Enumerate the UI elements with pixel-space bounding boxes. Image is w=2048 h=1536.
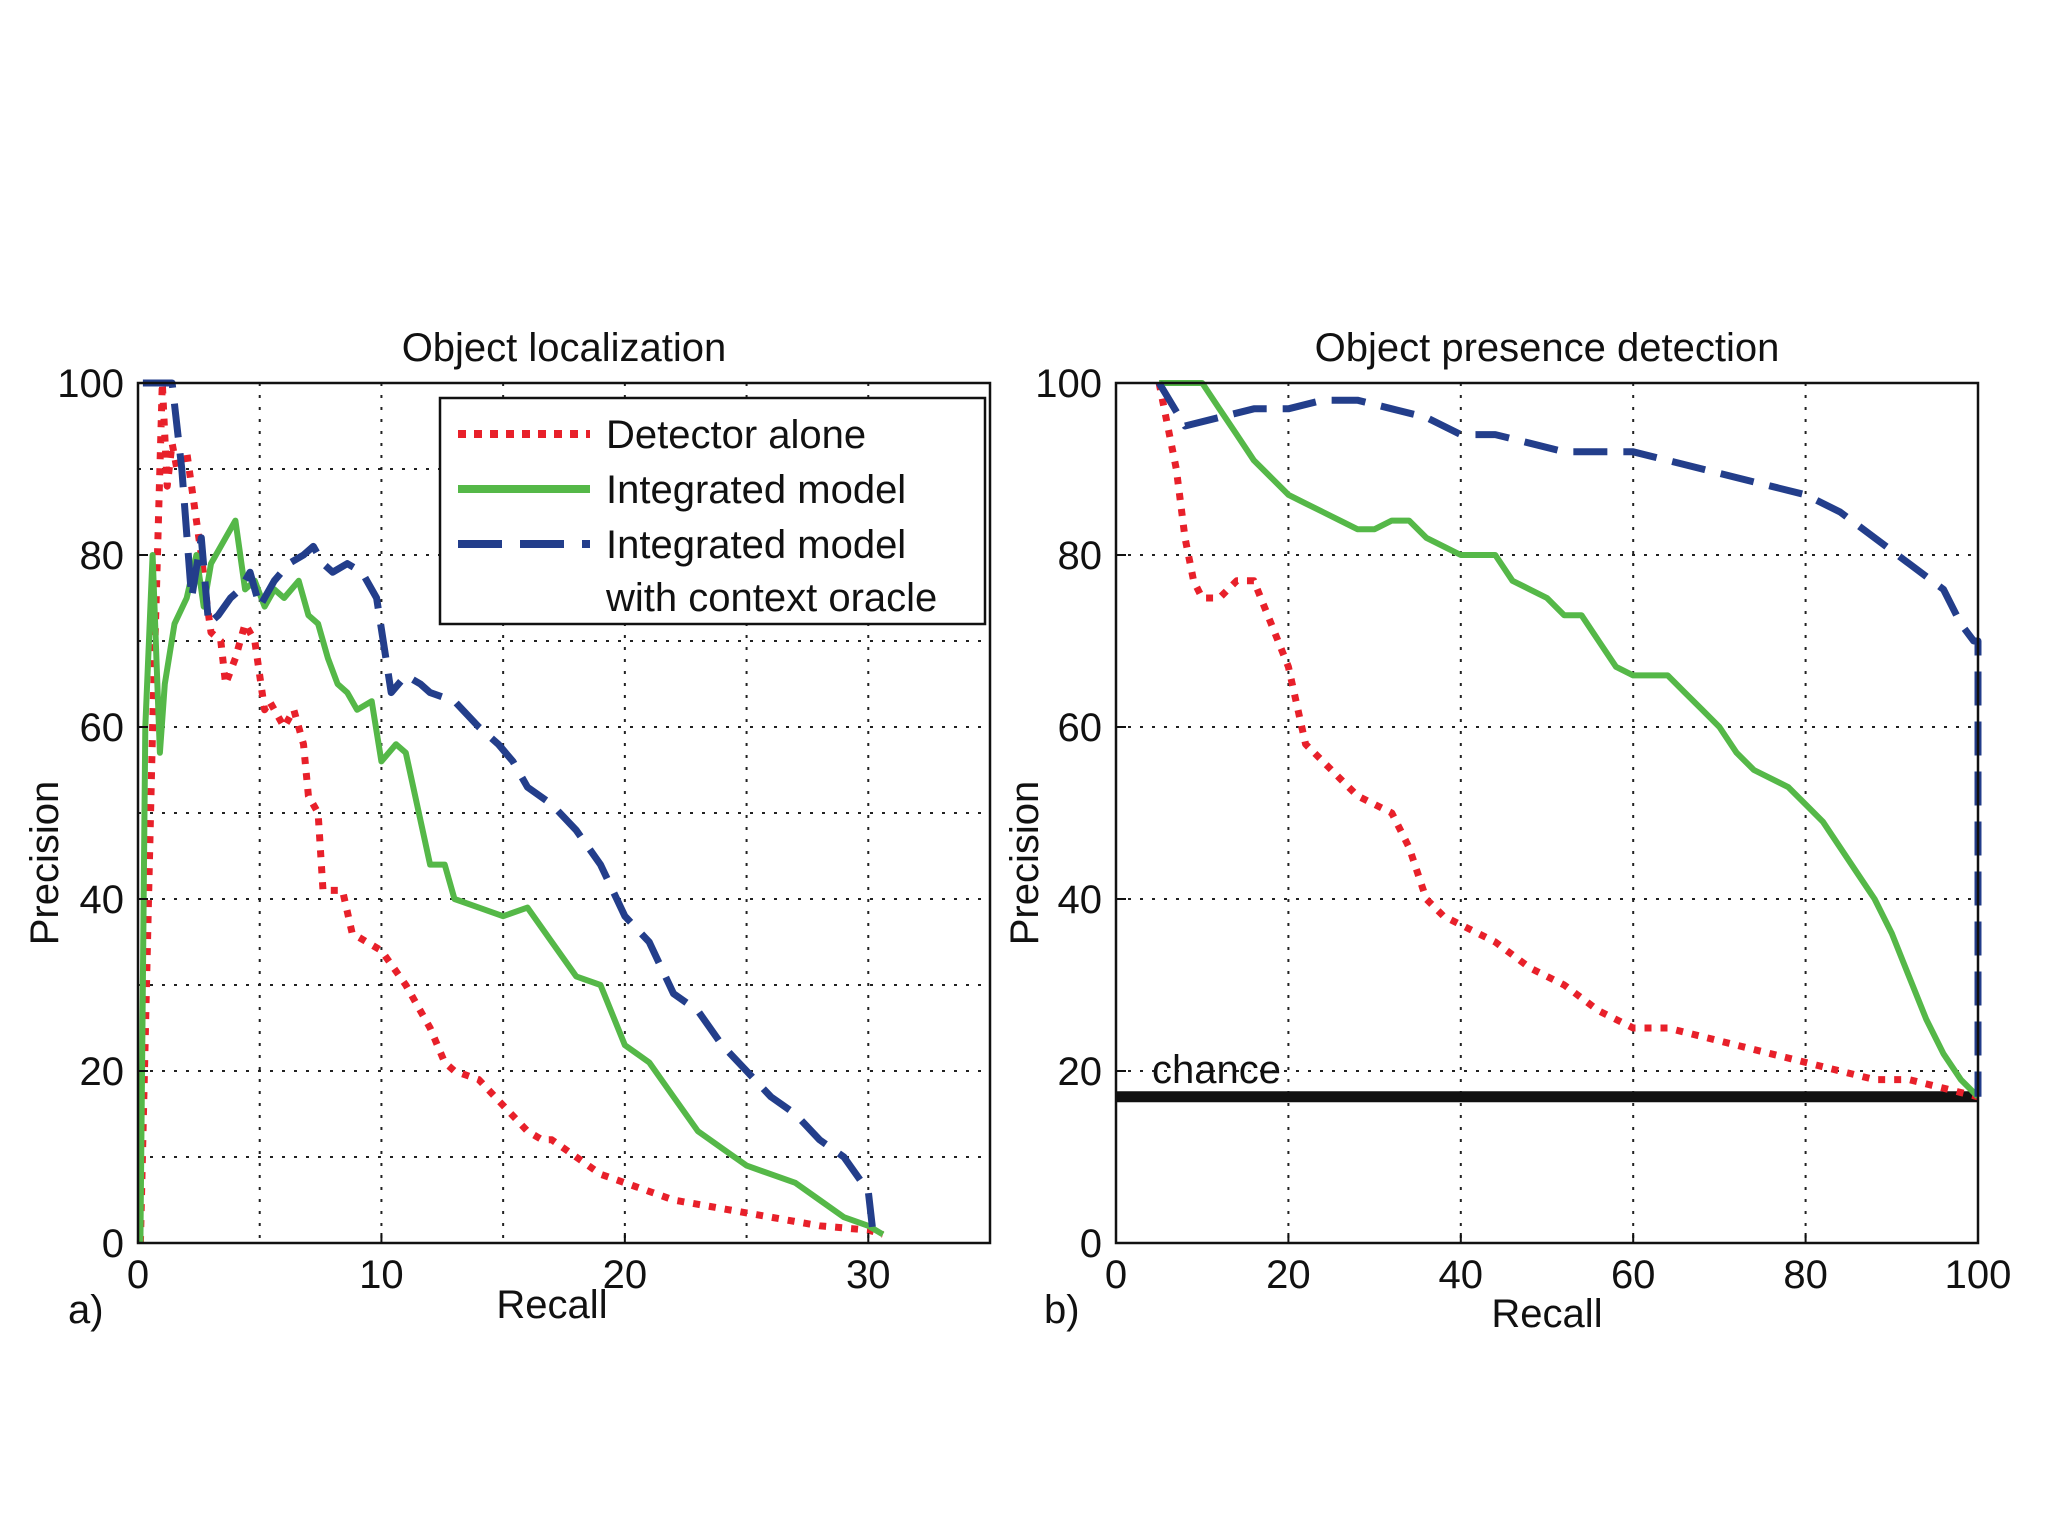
y-tick-label: 60 [1058,706,1103,750]
x-tick-label: 20 [1266,1253,1311,1297]
legend-label-context-oracle-line1: Integrated model [606,523,906,567]
x-tick-label: 40 [1439,1253,1484,1297]
x-tick-label: 80 [1783,1253,1828,1297]
y-tick-label: 100 [57,362,124,406]
y-axis-label: Precision [1003,781,1047,946]
y-tick-label: 80 [1058,534,1103,578]
series-group [136,379,885,1244]
legend-label-integrated-model: Integrated model [606,468,906,512]
y-tick-label: 20 [80,1050,125,1094]
panel-label: b) [1044,1288,1080,1332]
legend-label-detector-alone: Detector alone [606,413,866,457]
y-tick-label: 80 [80,534,125,578]
panel-label: a) [68,1288,104,1332]
y-tick-label: 0 [1080,1222,1102,1266]
x-axis-label: Recall [1491,1292,1602,1336]
y-tick-label: 0 [102,1222,124,1266]
series-line-integrated-model-with-context-oracle [142,379,877,1235]
x-axis-label: Recall [496,1283,607,1327]
legend: Detector alone Integrated model Integrat… [438,396,987,626]
y-tick-label: 60 [80,706,125,750]
x-tick-label: 60 [1611,1253,1656,1297]
chart-object-presence-detection: Object presence detection Recall Precisi… [1003,326,2011,1336]
chart-object-localization: Object localization Recall Precision a) … [23,326,992,1332]
x-tick-label: 20 [603,1253,648,1297]
series-line-integrated-model-with-context-oracle [1156,381,1982,1097]
x-tick-label: 0 [127,1253,149,1297]
x-tick-label: 10 [359,1253,404,1297]
series-line-detector-alone [1155,382,1979,1101]
chart-title: Object presence detection [1315,326,1780,370]
y-tick-label: 40 [80,878,125,922]
y-tick-label: 20 [1058,1050,1103,1094]
series-line-integrated-model [1159,380,1981,1099]
series-group [1155,380,1982,1101]
ticks: 0 10 20 30 0 20 40 60 80 100 [57,362,890,1297]
plot-frame [136,381,992,1245]
chart-title: Object localization [402,326,727,370]
chance-label: chance [1152,1048,1281,1092]
plot-frame [1114,381,1980,1245]
y-axis-label: Precision [23,781,67,946]
y-tick-label: 40 [1058,878,1103,922]
legend-label-context-oracle-line2: with context oracle [605,576,937,620]
x-tick-label: 100 [1945,1253,2012,1297]
x-tick-label: 0 [1105,1253,1127,1297]
y-tick-label: 100 [1035,362,1102,406]
x-tick-label: 30 [846,1253,891,1297]
ticks: 0 20 40 60 80 100 0 20 40 60 80 100 [1035,362,2011,1297]
legend-box [438,396,987,626]
